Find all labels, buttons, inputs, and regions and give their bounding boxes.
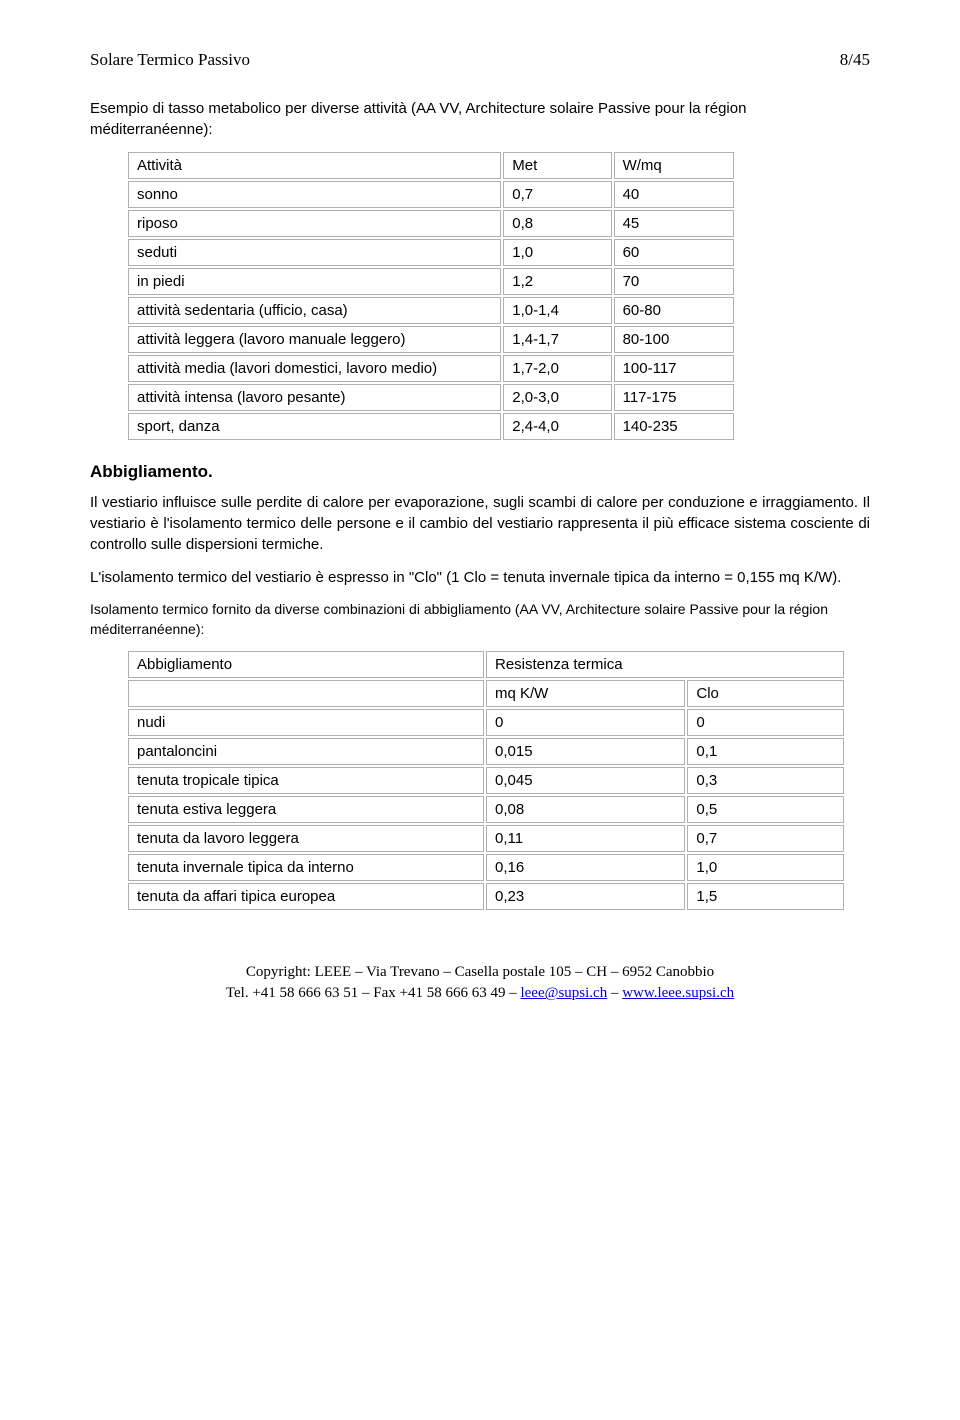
table-row: tenuta da lavoro leggera0,110,7: [128, 825, 844, 852]
table-row: attività media (lavori domestici, lavoro…: [128, 355, 734, 382]
footer-copyright: Copyright: LEEE – Via Trevano – Casella …: [90, 962, 870, 983]
table-cell: 0,5: [687, 796, 844, 823]
table-cell: 60: [614, 239, 734, 266]
header-title: Solare Termico Passivo: [90, 50, 250, 70]
table-row: tenuta da affari tipica europea0,231,5: [128, 883, 844, 910]
table-row: seduti1,060: [128, 239, 734, 266]
clothing-table: AbbigliamentoResistenza termicamq K/WClo…: [126, 649, 846, 912]
table-cell: 0,3: [687, 767, 844, 794]
table-header-cell: Abbigliamento: [128, 651, 484, 678]
table-cell: 0,11: [486, 825, 685, 852]
table-row: pantaloncini0,0150,1: [128, 738, 844, 765]
intro-text-1: Esempio di tasso metabolico per diverse …: [90, 98, 870, 140]
table-cell: tenuta invernale tipica da interno: [128, 854, 484, 881]
table-row: in piedi1,270: [128, 268, 734, 295]
paragraph-1: Il vestiario influisce sulle perdite di …: [90, 492, 870, 555]
table-cell: 1,4-1,7: [503, 326, 611, 353]
table-row: attività leggera (lavoro manuale leggero…: [128, 326, 734, 353]
table-row: AttivitàMetW/mq: [128, 152, 734, 179]
table-row: tenuta tropicale tipica0,0450,3: [128, 767, 844, 794]
table-cell: 0,015: [486, 738, 685, 765]
table-cell: 0,1: [687, 738, 844, 765]
table-cell: seduti: [128, 239, 501, 266]
footer-contact: Tel. +41 58 666 63 51 – Fax +41 58 666 6…: [90, 983, 870, 1004]
table-cell: Clo: [687, 680, 844, 707]
table-cell: 70: [614, 268, 734, 295]
table-cell: pantaloncini: [128, 738, 484, 765]
table-row: riposo0,845: [128, 210, 734, 237]
footer-phone-fax: Tel. +41 58 666 63 51 – Fax +41 58 666 6…: [226, 985, 521, 1001]
table-cell: attività sedentaria (ufficio, casa): [128, 297, 501, 324]
table-cell: 0,7: [503, 181, 611, 208]
table-row: tenuta invernale tipica da interno0,161,…: [128, 854, 844, 881]
table-cell: mq K/W: [486, 680, 685, 707]
intro-text-2: Isolamento termico fornito da diverse co…: [90, 600, 870, 639]
table-cell: tenuta da affari tipica europea: [128, 883, 484, 910]
table-row: tenuta estiva leggera0,080,5: [128, 796, 844, 823]
table-cell: 1,0-1,4: [503, 297, 611, 324]
table-cell: riposo: [128, 210, 501, 237]
table-row: mq K/WClo: [128, 680, 844, 707]
table-row: AbbigliamentoResistenza termica: [128, 651, 844, 678]
table-cell: sport, danza: [128, 413, 501, 440]
table-cell: 100-117: [614, 355, 734, 382]
table-cell: Attività: [128, 152, 501, 179]
page-header: Solare Termico Passivo 8/45: [90, 50, 870, 70]
table-cell: 1,7-2,0: [503, 355, 611, 382]
paragraph-2: L'isolamento termico del vestiario è esp…: [90, 567, 870, 588]
table-cell: 45: [614, 210, 734, 237]
table-cell: 117-175: [614, 384, 734, 411]
footer-email-link[interactable]: leee@supsi.ch: [520, 985, 607, 1001]
table-row: nudi00: [128, 709, 844, 736]
activity-table: AttivitàMetW/mqsonno0,740riposo0,845sedu…: [126, 150, 736, 442]
table-cell: 1,0: [503, 239, 611, 266]
table-cell: 0: [486, 709, 685, 736]
table-cell: 1,5: [687, 883, 844, 910]
table-row: sonno0,740: [128, 181, 734, 208]
table-cell: 2,4-4,0: [503, 413, 611, 440]
table-cell: 80-100: [614, 326, 734, 353]
table-cell: 2,0-3,0: [503, 384, 611, 411]
table-row: attività intensa (lavoro pesante)2,0-3,0…: [128, 384, 734, 411]
table-cell: Met: [503, 152, 611, 179]
page-footer: Copyright: LEEE – Via Trevano – Casella …: [90, 962, 870, 1004]
table-cell: W/mq: [614, 152, 734, 179]
table-header-cell: Resistenza termica: [486, 651, 844, 678]
table-cell: 1,2: [503, 268, 611, 295]
table-cell: 0,8: [503, 210, 611, 237]
table-cell: attività leggera (lavoro manuale leggero…: [128, 326, 501, 353]
table-cell: nudi: [128, 709, 484, 736]
table-cell: 0,16: [486, 854, 685, 881]
table-cell: attività media (lavori domestici, lavoro…: [128, 355, 501, 382]
section-title-clothing: Abbigliamento.: [90, 462, 870, 482]
table-cell: tenuta estiva leggera: [128, 796, 484, 823]
table-cell: in piedi: [128, 268, 501, 295]
table-cell: 140-235: [614, 413, 734, 440]
table-cell: 0: [687, 709, 844, 736]
table-cell: 0,23: [486, 883, 685, 910]
table-row: sport, danza2,4-4,0140-235: [128, 413, 734, 440]
footer-separator: –: [607, 985, 622, 1001]
table-cell: sonno: [128, 181, 501, 208]
table-cell: attività intensa (lavoro pesante): [128, 384, 501, 411]
table-cell: 0,045: [486, 767, 685, 794]
table-row: attività sedentaria (ufficio, casa)1,0-1…: [128, 297, 734, 324]
footer-web-link[interactable]: www.leee.supsi.ch: [622, 985, 734, 1001]
table-cell: 0,08: [486, 796, 685, 823]
table-cell: tenuta tropicale tipica: [128, 767, 484, 794]
table-cell: [128, 680, 484, 707]
header-page-number: 8/45: [840, 50, 870, 70]
table-cell: 1,0: [687, 854, 844, 881]
table-cell: 0,7: [687, 825, 844, 852]
table-cell: tenuta da lavoro leggera: [128, 825, 484, 852]
table-cell: 60-80: [614, 297, 734, 324]
table-cell: 40: [614, 181, 734, 208]
